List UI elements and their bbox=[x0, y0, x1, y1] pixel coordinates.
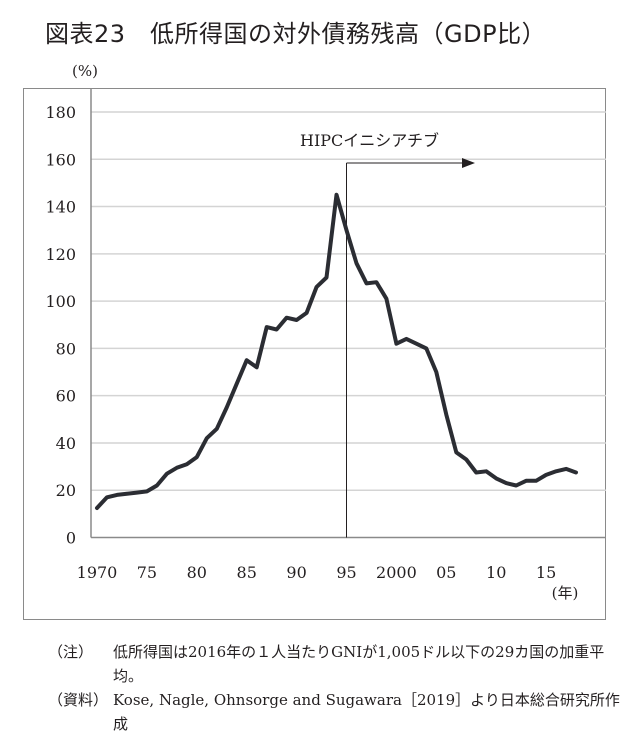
x-tick-label: 95 bbox=[336, 563, 356, 582]
x-tick-label: 10 bbox=[486, 563, 506, 582]
y-tick-label: 80 bbox=[56, 339, 76, 358]
x-tick-label: 90 bbox=[286, 563, 306, 582]
y-axis-unit: (%) bbox=[72, 62, 98, 80]
y-tick-label: 60 bbox=[56, 387, 76, 406]
y-tick-label: 140 bbox=[45, 198, 76, 217]
y-tick-label: 0 bbox=[66, 529, 76, 548]
y-tick-label: 40 bbox=[56, 434, 76, 453]
arrowhead-icon bbox=[462, 158, 475, 168]
note-label: （注） bbox=[48, 643, 94, 661]
x-tick-label: 2000 bbox=[376, 563, 417, 582]
source-text: Kose, Nagle, Ohnsorge and Sugawara［2019］… bbox=[113, 691, 620, 733]
y-tick-label: 20 bbox=[56, 481, 76, 500]
x-tick-label: 05 bbox=[436, 563, 456, 582]
y-tick-label: 120 bbox=[45, 245, 76, 264]
x-tick-label: 80 bbox=[187, 563, 207, 582]
x-tick-label: 15 bbox=[536, 563, 556, 582]
annotation-label: HIPCイニシアチブ bbox=[300, 131, 439, 150]
source-label: （資料） bbox=[48, 691, 109, 709]
note-text: 低所得国は2016年の１人当たりGNIが1,005ドル以下の29カ国の加重平均。 bbox=[113, 643, 605, 685]
series-line bbox=[95, 192, 578, 510]
y-tick-label: 160 bbox=[45, 150, 76, 169]
notes: （注） 低所得国は2016年の１人当たりGNIが1,005ドル以下の29カ国の加… bbox=[48, 640, 626, 736]
x-tick-label: 75 bbox=[137, 563, 157, 582]
x-tick-label: 1970 bbox=[77, 563, 118, 582]
y-tick-label: 100 bbox=[45, 292, 76, 311]
figure-title: 図表23 低所得国の対外債務残高（GDP比） bbox=[45, 20, 547, 48]
note-row: （注） 低所得国は2016年の１人当たりGNIが1,005ドル以下の29カ国の加… bbox=[48, 640, 626, 688]
source-row: （資料） Kose, Nagle, Ohnsorge and Sugawara［… bbox=[48, 688, 626, 736]
y-tick-label: 180 bbox=[45, 103, 76, 122]
chart-frame bbox=[23, 88, 606, 620]
x-axis-unit: (年) bbox=[552, 584, 579, 602]
line-chart: 0 20 40 60 80 100 120 140 160 180 1970 75 80 85 90 95 20… bbox=[45, 88, 606, 602]
x-tick-label: 85 bbox=[237, 563, 257, 582]
